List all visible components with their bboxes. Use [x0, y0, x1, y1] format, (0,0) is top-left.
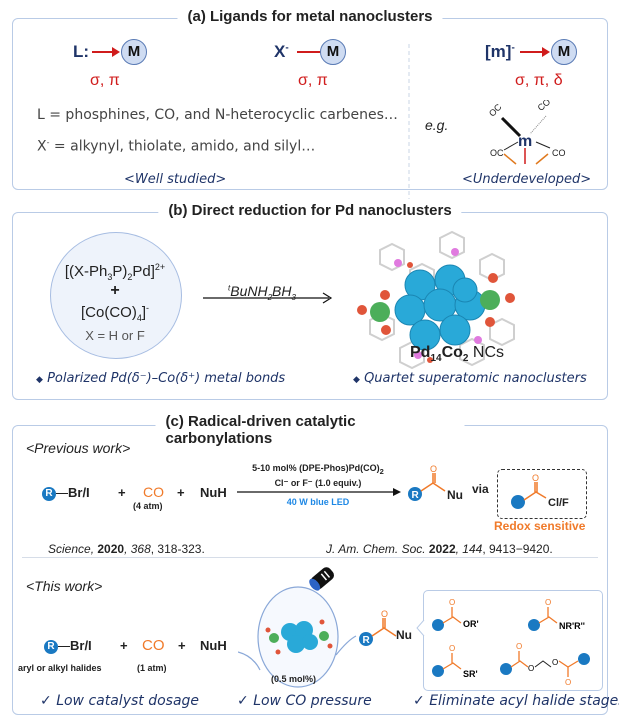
svg-text:m: m: [518, 133, 532, 150]
aryl-halide-this: R Br/I: [44, 638, 92, 654]
bond-type-l: σ, π: [90, 72, 120, 89]
reductant-label: tBuNH2BH3: [228, 283, 296, 302]
acyl-halide-box: [497, 469, 587, 519]
co-reagent-this: CO: [142, 637, 165, 654]
diester-product: O O O O: [500, 642, 590, 687]
co-reagent-prev: CO: [143, 484, 164, 500]
svg-text:CO: CO: [536, 100, 553, 113]
ketone-product-prev: R O Nu: [408, 465, 463, 502]
svg-text:OR': OR': [463, 619, 479, 629]
bracket-pointer: [416, 620, 425, 636]
dative-arrow-icon: [520, 47, 550, 57]
catalytic-cycle: (0.5 mol%): [238, 586, 357, 688]
check-eliminate-acyl-halide: ✓ Eliminate acyl halide stages: [413, 693, 619, 709]
check-low-catalyst: ✓ Low catalyst dosage: [40, 693, 200, 709]
l-definition: L = phosphines, CO, and N-heterocyclic c…: [37, 107, 398, 123]
l-ligand-label: L:: [73, 42, 90, 61]
x-definition-b: X = H or F: [85, 328, 145, 343]
panel-b-title: (b) Direct reduction for Pd nanoclusters: [158, 202, 462, 219]
svg-text:OC: OC: [487, 102, 504, 119]
panel-c-title: (c) Radical-driven catalytic carbonylati…: [155, 413, 465, 447]
conditions-light: 40 W blue LED: [286, 497, 350, 507]
ester-product: O OR': [432, 598, 479, 631]
svg-text:O: O: [430, 465, 437, 474]
plus-sign: +: [177, 485, 185, 500]
nuh-reagent-this: NuH: [200, 638, 227, 653]
metal-circle: M: [320, 39, 346, 65]
svg-text:O: O: [449, 598, 455, 607]
conditions-catalyst: 5-10 mol% (DPE-Phos)Pd(CO)2: [252, 463, 384, 476]
dative-arrow-icon: [92, 47, 120, 57]
reactants-circle: [50, 232, 182, 359]
ketone-product-this: R O Nu: [359, 610, 412, 646]
bullet-polarized: ◆ Polarized Pd(δ⁻)–Co(δ⁺) metal bonds: [36, 371, 286, 386]
underdeveloped-label: <Underdeveloped>: [462, 172, 592, 187]
co-pressure-this: (1 atm): [137, 663, 167, 673]
mini-cluster: [281, 621, 318, 653]
svg-text:Cl/F: Cl/F: [548, 497, 569, 509]
svg-text:R: R: [363, 635, 371, 646]
nuh-reagent-prev: NuH: [200, 485, 227, 500]
svg-text:NR'R'': NR'R'': [559, 621, 585, 631]
svg-text:O: O: [545, 598, 551, 607]
halide-description: aryl or alkyl halides: [18, 663, 102, 673]
blue-led-icon: [309, 567, 335, 591]
metal-circle: M: [551, 39, 577, 65]
plus-sign: +: [118, 485, 126, 500]
plus-sign: +: [120, 638, 128, 653]
conditions-additive: Cl⁻ or F⁻ (1.0 equiv.): [274, 478, 362, 488]
x-definition: X- = alkynyl, thiolate, amido, and silyl…: [37, 138, 316, 155]
svg-text:O: O: [552, 658, 558, 667]
divider-dashed: [408, 44, 410, 199]
aryl-halide-prev: R Br/I: [42, 485, 90, 501]
co-pressure-prev: (4 atm): [133, 501, 163, 511]
svg-text:O: O: [528, 664, 534, 673]
eg-label: e.g.: [425, 117, 449, 133]
amide-product: O NR'R'': [528, 598, 585, 631]
svg-text:O: O: [449, 644, 455, 653]
svg-text:O: O: [532, 473, 539, 483]
bullet-quartet: ◆ Quartet superatomic nanoclusters: [353, 371, 587, 386]
svg-text:Nu: Nu: [396, 628, 412, 642]
pd-precursor: [(X-Ph3P)2Pd]2+: [64, 262, 166, 282]
svg-text:(0.5 mol%): (0.5 mol%): [271, 674, 316, 684]
svg-text:R: R: [412, 490, 420, 501]
svg-text:O: O: [565, 678, 571, 687]
svg-text:CO: CO: [552, 148, 566, 158]
x-ligand-label: X-: [274, 42, 289, 61]
previous-work-label: <Previous work>: [26, 440, 131, 456]
product-label: Pd14Co2 NCs: [410, 344, 505, 365]
redox-sensitive-label: Redox sensitive: [494, 519, 586, 533]
reaction-arrow: [203, 292, 333, 304]
citation-science: Science, 2020, 368, 318-323.: [48, 542, 205, 556]
svg-text:Nu: Nu: [447, 488, 463, 502]
well-studied-label: <Well studied>: [124, 172, 227, 187]
plus-sign: +: [178, 638, 186, 653]
svg-text:O: O: [381, 610, 388, 619]
co-precursor: [Co(CO)4]-: [80, 303, 150, 323]
panel-a-title: (a) Ligands for metal nanoclusters: [177, 8, 443, 25]
bond-type-x: σ, π: [298, 72, 328, 89]
section-divider: [22, 557, 598, 558]
product-scope-structures: O OR' O NR'R'' O SR' O O O O: [432, 598, 590, 687]
check-low-co: ✓ Low CO pressure: [237, 693, 372, 709]
acyl-halide-structure: O Cl/F: [511, 473, 569, 509]
metalate-ligand-label: [m]-: [485, 42, 515, 61]
thioester-product: O SR': [432, 644, 478, 679]
plus-sign: +: [110, 282, 120, 299]
metal-circle: M: [121, 39, 147, 65]
pd14co2-cluster-structure: [357, 230, 515, 370]
reaction-arrow: [237, 488, 401, 496]
this-work-label: <This work>: [26, 578, 103, 594]
svg-text:O: O: [516, 642, 522, 651]
bond-type-m: σ, π, δ: [515, 72, 563, 89]
covalent-bond-line: [297, 51, 321, 53]
metal-carbonyl-complex: OC CO m OC CO: [487, 100, 566, 165]
citation-jacs: J. Am. Chem. Soc. 2022, 144, 9413−9420.: [326, 542, 553, 556]
product-scope-box: [423, 590, 603, 691]
svg-text:SR': SR': [463, 669, 478, 679]
via-label: via: [472, 482, 489, 496]
svg-text:OC: OC: [490, 148, 504, 158]
